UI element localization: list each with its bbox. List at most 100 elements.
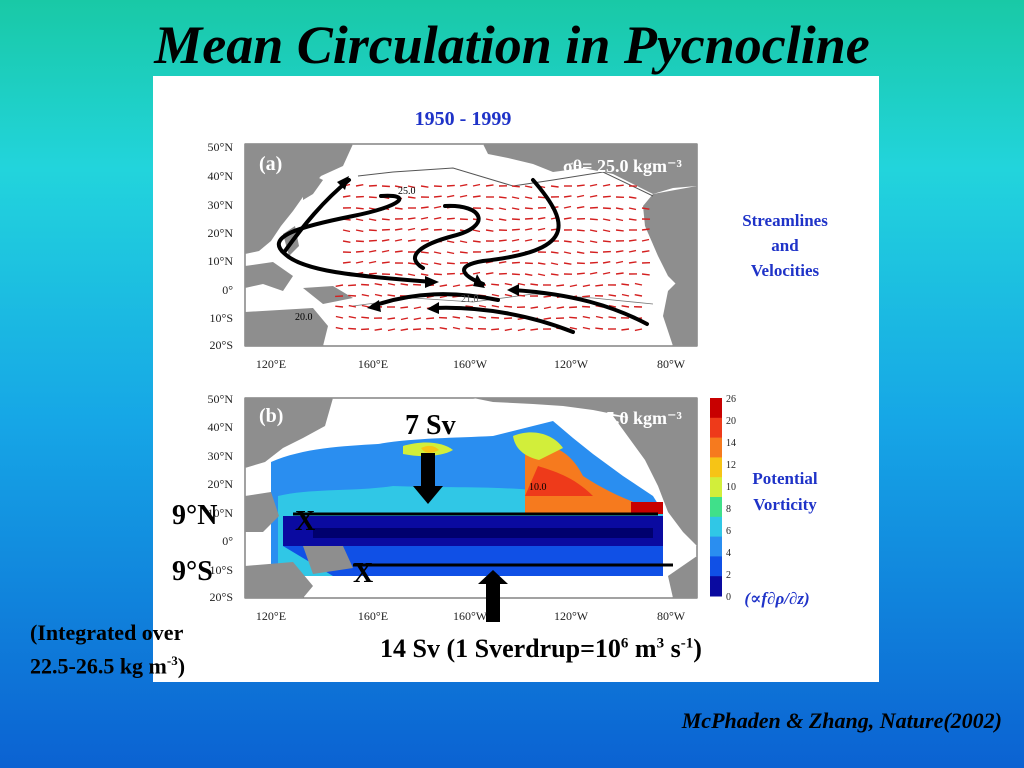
velocity-vector (439, 284, 448, 287)
colorbar-tick: 8 (726, 504, 731, 515)
panel-a-lat-axis: 50°N 40°N 30°N 20°N 10°N 0° 10°S 20°S (208, 140, 234, 352)
velocity-vector (556, 306, 565, 309)
velocity-vector (537, 262, 546, 265)
velocity-vector (498, 218, 507, 221)
velocity-vector (621, 328, 630, 331)
velocity-vector (413, 306, 422, 310)
velocity-vector (524, 227, 533, 231)
velocity-vector (394, 250, 403, 253)
streamlines (276, 178, 649, 334)
velocity-vector (348, 327, 357, 330)
velocity-vector (407, 262, 416, 265)
colorbar-segment (710, 536, 722, 557)
colorbar-tick: 6 (726, 526, 731, 537)
velocity-vector (602, 183, 611, 187)
velocity-vector (407, 239, 416, 242)
side-label-line: Vorticity (753, 495, 817, 514)
panel-b-label: (b) (259, 405, 283, 427)
side-label-line: Streamlines (742, 211, 828, 230)
velocity-vector (407, 185, 416, 189)
integration-line-2: 22.5-26.5 kg m-3) (30, 647, 185, 680)
velocity-vector (550, 185, 559, 188)
integration-line-1: (Integrated over (30, 620, 184, 645)
colorbar-tick: 12 (726, 460, 736, 471)
lat-9s-label: 9°S (172, 556, 213, 587)
integration-range: 22.5-26.5 kg m (30, 653, 167, 679)
velocity-vector (511, 261, 520, 264)
velocity-vector (413, 328, 422, 331)
velocity-vector (335, 326, 344, 330)
velocity-vector (342, 195, 351, 198)
sverdrup-exp-3: -1 (680, 635, 694, 652)
velocity-vector (530, 283, 539, 286)
figure-svg: 1950 - 1999 (208, 108, 829, 623)
velocity-vector (355, 250, 364, 253)
velocity-vector (335, 315, 344, 319)
velocity-vector (355, 260, 364, 264)
velocity-vector (608, 304, 617, 308)
velocity-vector (400, 283, 409, 286)
velocity-vector (420, 228, 429, 231)
velocity-vector (368, 239, 377, 242)
south-america-land (663, 256, 697, 346)
velocity-vector (478, 316, 487, 319)
figure-panel: 1950 - 1999 (153, 76, 879, 682)
velocity-vector (433, 205, 442, 209)
velocity-vector (563, 240, 572, 243)
colorbar-segment (710, 516, 722, 538)
velocity-vector (407, 273, 416, 277)
lat-tick: 10°N (208, 506, 234, 520)
lat-tick: 0° (222, 534, 233, 548)
velocity-vector (634, 328, 643, 332)
velocity-vector (355, 207, 364, 210)
velocity-vector (537, 217, 546, 220)
velocity-vector (459, 183, 468, 187)
velocity-vector (485, 207, 494, 210)
velocity-vector (628, 218, 637, 221)
lat-tick: 20°N (208, 477, 234, 491)
velocity-vector (582, 315, 591, 319)
velocity-vector (381, 249, 390, 253)
velocity-vector (589, 271, 598, 275)
lon-tick: 120°W (554, 357, 589, 371)
velocity-vector (472, 271, 481, 275)
colorbar-segment (710, 398, 722, 419)
colorbar-segment (710, 477, 722, 498)
velocity-vector (342, 240, 351, 243)
velocity-vector (433, 195, 442, 198)
lat-9n-label: 9°N (172, 500, 218, 531)
velocity-vector (420, 185, 429, 188)
lat-tick: 30°N (208, 198, 234, 212)
velocity-vector (556, 284, 565, 287)
velocity-vector (537, 196, 546, 199)
velocity-vector (368, 218, 377, 222)
velocity-vector (387, 317, 396, 320)
panel-b-map: 10.0 X X (b) σθ= 25.0 kgm⁻³ 50°N 40°N (208, 392, 818, 623)
velocity-vector (543, 317, 552, 320)
slide-title: Mean Circulation in Pycnocline (154, 15, 870, 75)
panel-b-density: σθ= 25.0 kgm⁻³ (563, 408, 682, 428)
velocity-vector (485, 218, 494, 222)
velocity-vector (459, 240, 468, 244)
velocity-vector (472, 229, 481, 233)
velocity-vector (355, 218, 364, 222)
integration-note: (Integrated over 22.5-26.5 kg m-3) (30, 619, 185, 680)
velocity-vector (634, 282, 643, 286)
flow-14sv-label: 14 Sv (1 Sverdrup=106 m3 s-1) (380, 634, 702, 664)
velocity-vector (491, 316, 500, 319)
flow-14sv-unit-s: s (664, 634, 681, 663)
velocity-vector (446, 251, 455, 255)
velocity-vector (355, 184, 364, 187)
velocity-vector (582, 326, 591, 330)
velocity-vector (602, 207, 611, 210)
velocity-vector (485, 272, 494, 275)
velocity-vector (641, 250, 650, 253)
lat-tick: 0° (222, 283, 233, 297)
lon-tick: 160°W (453, 609, 488, 623)
velocity-vector (511, 228, 520, 231)
lat-tick: 10°S (210, 311, 233, 325)
velocity-vector (524, 185, 533, 189)
velocity-vector (452, 326, 461, 330)
lat-tick: 20°S (210, 590, 233, 604)
velocity-vector (602, 261, 611, 264)
